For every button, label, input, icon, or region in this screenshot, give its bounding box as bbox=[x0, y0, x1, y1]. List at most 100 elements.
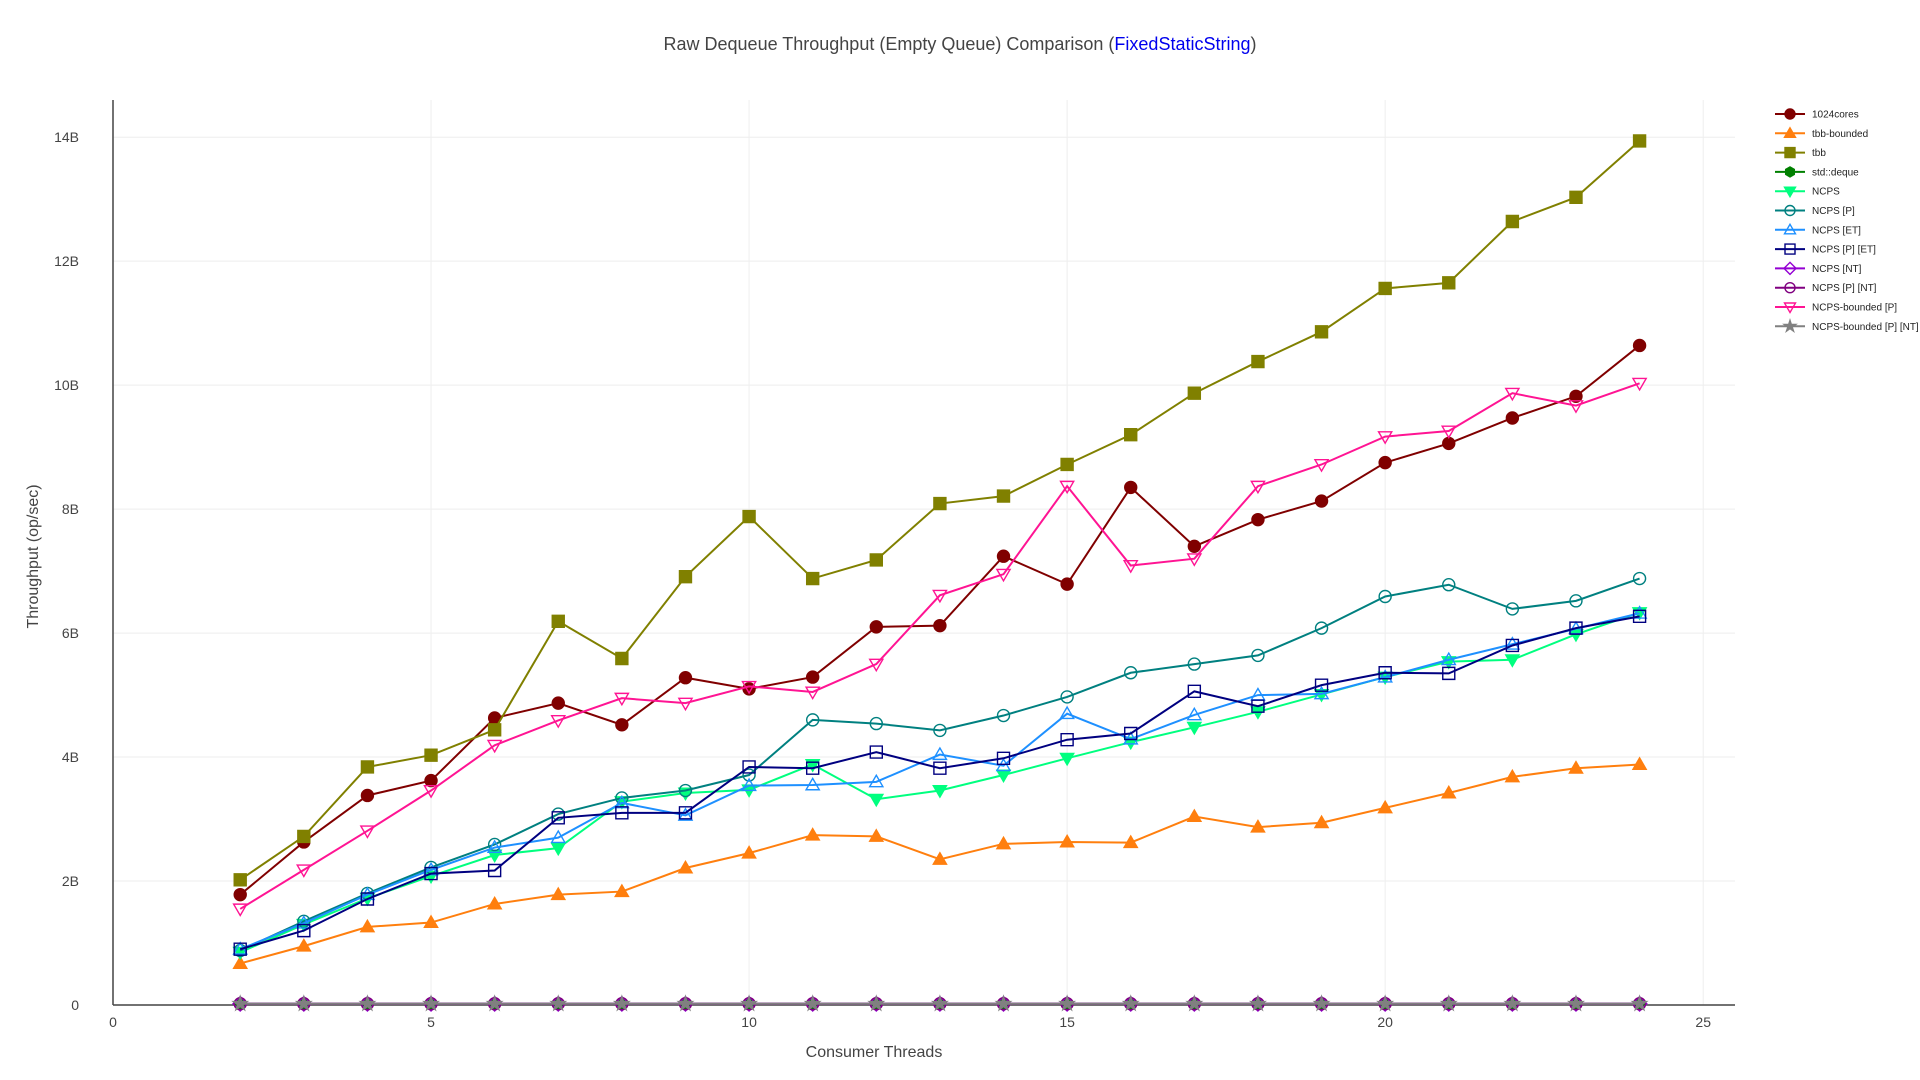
data-point bbox=[804, 827, 821, 841]
data-point bbox=[805, 761, 820, 775]
data-point bbox=[676, 994, 695, 1012]
data-point bbox=[996, 489, 1011, 503]
data-point bbox=[423, 861, 439, 876]
y-tick-label: 4B bbox=[62, 749, 79, 765]
y-axis-title: Throughput (op/sec) bbox=[25, 484, 42, 628]
x-tick-label: 0 bbox=[109, 1014, 117, 1030]
legend-item-std-deque[interactable]: std::deque bbox=[1775, 166, 1859, 179]
series-ncps-bounded-p bbox=[232, 377, 1648, 917]
data-point bbox=[231, 994, 250, 1012]
data-point bbox=[1060, 732, 1074, 747]
data-point bbox=[678, 569, 693, 584]
data-point bbox=[615, 718, 629, 732]
data-point bbox=[614, 692, 630, 707]
data-point bbox=[869, 553, 883, 567]
data-point bbox=[1440, 651, 1457, 666]
chart-title: Raw Dequeue Throughput (Empty Queue) Com… bbox=[664, 34, 1257, 54]
legend-marker bbox=[1783, 261, 1797, 276]
data-point bbox=[804, 686, 821, 700]
data-point bbox=[742, 768, 756, 782]
data-point bbox=[424, 748, 438, 762]
data-point bbox=[550, 714, 567, 729]
grid bbox=[113, 100, 1735, 1005]
series-ncps-et bbox=[232, 605, 1648, 955]
legend-item-ncps-et[interactable]: NCPS [ET] bbox=[1775, 222, 1861, 236]
x-tick-label: 10 bbox=[741, 1014, 757, 1030]
data-point bbox=[805, 670, 820, 684]
data-point bbox=[615, 651, 629, 666]
data-point bbox=[1060, 690, 1074, 704]
legend-item-ncps-nt[interactable]: NCPS [NT] bbox=[1775, 261, 1862, 276]
data-point bbox=[486, 839, 503, 854]
data-point bbox=[550, 842, 567, 857]
data-point bbox=[1377, 431, 1393, 445]
legend-item-tbb-bounded[interactable]: tbb-bounded bbox=[1775, 126, 1868, 140]
legend-label: NCPS [P] [ET] bbox=[1812, 245, 1876, 256]
legend-marker bbox=[1783, 126, 1797, 138]
data-point bbox=[614, 883, 630, 898]
data-point bbox=[424, 866, 438, 881]
legend-item-tbb[interactable]: tbb bbox=[1775, 146, 1826, 160]
data-point bbox=[933, 618, 947, 633]
data-point bbox=[1631, 605, 1648, 619]
data-point bbox=[868, 658, 885, 673]
data-point bbox=[233, 873, 247, 887]
legend[interactable]: 1024corestbb-boundedtbbstd::dequeNCPSNCP… bbox=[1775, 108, 1919, 334]
data-point bbox=[1187, 539, 1202, 554]
legend-label: NCPS [P] [NT] bbox=[1812, 283, 1877, 294]
data-point bbox=[741, 680, 757, 695]
legend-label: std::deque bbox=[1812, 167, 1859, 178]
legend-item-1024cores[interactable]: 1024cores bbox=[1775, 108, 1859, 121]
data-point bbox=[932, 589, 948, 604]
data-point bbox=[1568, 400, 1584, 414]
legend-label: 1024cores bbox=[1812, 110, 1859, 121]
data-point bbox=[1504, 387, 1521, 402]
data-point bbox=[1060, 457, 1074, 472]
legend-item-ncps-bounded-p-nt[interactable]: NCPS-bounded [P] [NT] bbox=[1775, 317, 1919, 334]
data-point bbox=[677, 860, 694, 874]
data-point bbox=[614, 794, 630, 809]
data-point bbox=[1251, 354, 1265, 369]
data-point bbox=[1122, 736, 1139, 751]
legend-item-ncps-p-et[interactable]: NCPS [P] [ET] bbox=[1775, 243, 1876, 256]
chart-title-prefix: Raw Dequeue Throughput (Empty Queue) Com… bbox=[664, 34, 1115, 54]
data-point bbox=[1187, 684, 1202, 699]
legend-item-ncps[interactable]: NCPS bbox=[1775, 186, 1840, 199]
data-point bbox=[1187, 657, 1202, 671]
series-ncps bbox=[232, 607, 1648, 961]
x-tick-label: 15 bbox=[1059, 1014, 1075, 1030]
data-point bbox=[1442, 436, 1456, 451]
data-point bbox=[677, 807, 694, 821]
data-point bbox=[550, 886, 567, 901]
legend-marker bbox=[1782, 317, 1798, 334]
data-point bbox=[1442, 276, 1456, 290]
data-point bbox=[869, 620, 883, 634]
data-point bbox=[868, 793, 885, 808]
data-point bbox=[551, 696, 565, 710]
data-point bbox=[1630, 994, 1649, 1012]
legend-marker bbox=[1784, 243, 1796, 255]
data-point bbox=[551, 811, 565, 825]
data-point bbox=[996, 549, 1011, 563]
legend-item-ncps-p[interactable]: NCPS [P] bbox=[1775, 204, 1855, 218]
data-point bbox=[1251, 648, 1265, 663]
data-point bbox=[1566, 994, 1586, 1012]
data-point bbox=[1187, 386, 1202, 400]
series-tbb-bounded bbox=[232, 756, 1648, 969]
legend-label: NCPS [P] bbox=[1812, 206, 1855, 217]
data-point bbox=[487, 863, 502, 878]
data-point bbox=[1186, 706, 1203, 721]
series-1024cores bbox=[233, 338, 1647, 902]
data-point bbox=[1313, 814, 1330, 829]
data-point bbox=[1442, 578, 1456, 592]
data-point bbox=[551, 614, 565, 629]
y-tick-label: 10B bbox=[54, 377, 79, 393]
legend-item-ncps-bounded-p[interactable]: NCPS-bounded [P] bbox=[1775, 302, 1897, 314]
data-point bbox=[358, 994, 377, 1012]
legend-label: NCPS [ET] bbox=[1812, 225, 1861, 236]
data-point bbox=[1122, 731, 1139, 745]
legend-marker bbox=[1784, 108, 1796, 120]
legend-item-ncps-p-nt[interactable]: NCPS [P] [NT] bbox=[1775, 282, 1877, 295]
data-point bbox=[1124, 666, 1138, 680]
data-point bbox=[1250, 819, 1266, 833]
